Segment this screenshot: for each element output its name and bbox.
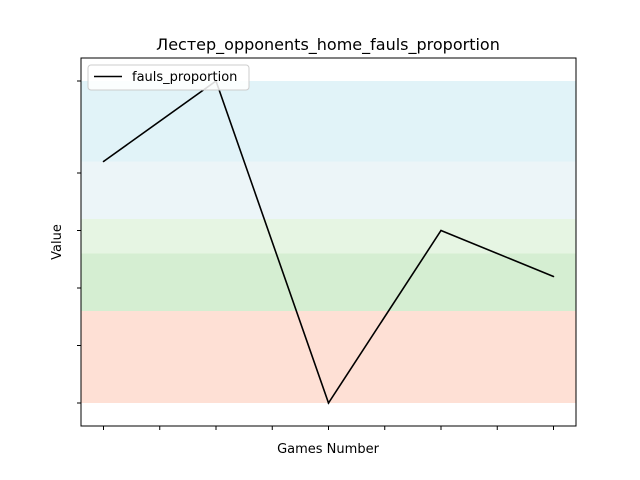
data-point-3 xyxy=(328,402,330,404)
data-point-5 xyxy=(553,276,555,278)
y-axis-ticks xyxy=(77,81,81,403)
x-axis-label: Games Number xyxy=(277,442,379,457)
y-axis-label: Value xyxy=(50,224,65,260)
data-point-4 xyxy=(440,230,442,232)
chart-title: Лестер_opponents_home_fauls_proportion xyxy=(156,35,500,55)
band-0 xyxy=(81,311,576,403)
x-axis-ticks xyxy=(104,426,554,430)
data-point-1 xyxy=(103,161,105,163)
band-2 xyxy=(81,219,576,254)
band-3 xyxy=(81,162,576,220)
band-4 xyxy=(81,81,576,162)
band-1 xyxy=(81,254,576,312)
legend-label: fauls_proportion xyxy=(132,70,237,85)
threshold-bands xyxy=(81,81,576,403)
legend: fauls_proportion xyxy=(88,65,249,90)
